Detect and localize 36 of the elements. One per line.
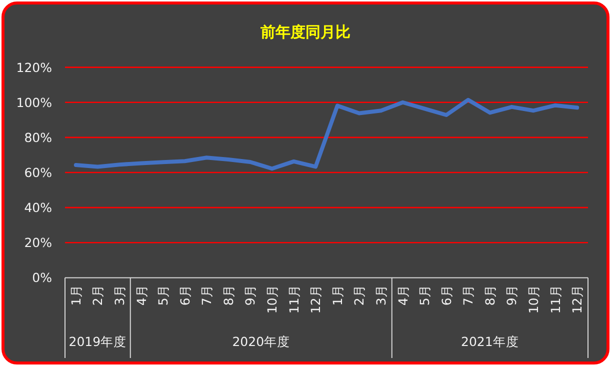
y-tick-label: 20%: [24, 235, 52, 250]
x-tick-label: 3月: [373, 284, 388, 306]
x-tick-label: 2月: [352, 284, 367, 306]
text: 2020年度: [232, 334, 290, 349]
line-series: [74, 98, 580, 171]
x-tick-label: 4月: [134, 284, 149, 306]
x-tick-label: 11月: [286, 284, 302, 314]
x-tick-label: 9月: [242, 284, 258, 306]
x-tick-label: 2月: [90, 284, 106, 306]
x-tick-label: 8月: [482, 284, 498, 306]
chart-title: 前年度同月比: [260, 23, 350, 41]
x-tick-label: 5月: [417, 284, 432, 306]
y-tick-label: 80%: [24, 130, 52, 145]
x-tick-label: 12月: [570, 284, 585, 314]
x-tick-label: 10月: [264, 284, 280, 314]
x-tick-label: 1月: [330, 284, 345, 306]
text: 2019年度: [68, 334, 127, 349]
x-tick-label: 7月: [460, 284, 476, 306]
x-tick-label: 8月: [220, 284, 236, 306]
y-tick-label: 40%: [24, 200, 52, 216]
x-tick-label: 10月: [526, 284, 542, 314]
x-tick-label: 6月: [438, 284, 454, 306]
x-tick-label: 12月: [308, 284, 324, 314]
x-tick-label: 5月: [156, 284, 171, 306]
x-tick-label: 11月: [548, 284, 563, 314]
y-tick-label: 120%: [16, 60, 52, 75]
text: 2021年度: [461, 334, 519, 349]
x-tick-label: 4月: [395, 284, 410, 306]
x-tick-label: 6月: [177, 284, 192, 306]
x-tick-label: 9月: [504, 284, 520, 306]
x-tick-label: 7月: [199, 284, 214, 306]
y-tick-label: 100%: [16, 94, 52, 110]
x-tick-label: 3月: [112, 284, 127, 306]
y-tick-label: 0%: [32, 270, 52, 286]
x-tick-label: 1月: [68, 284, 84, 306]
y-tick-label: 60%: [24, 165, 52, 180]
